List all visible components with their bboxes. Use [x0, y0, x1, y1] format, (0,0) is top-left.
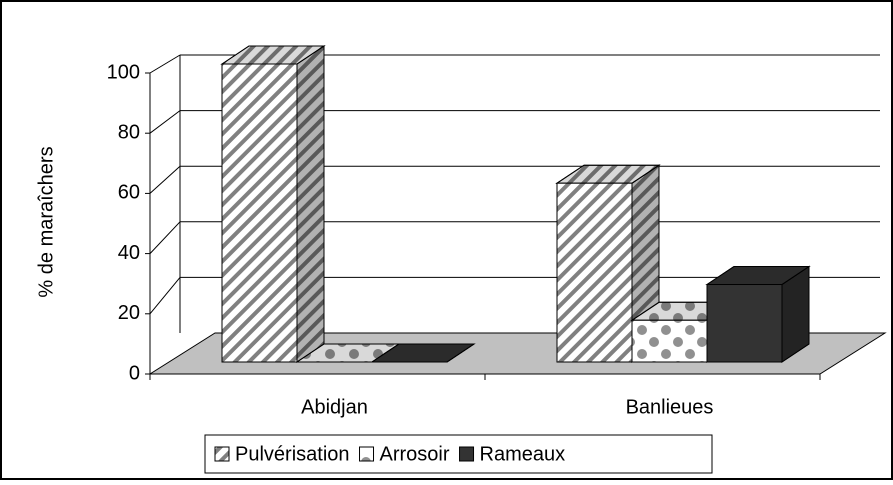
legend-swatch	[214, 446, 230, 462]
bar-front	[631, 319, 708, 363]
y-axis-label: % de maraîchers	[35, 146, 57, 297]
bar-top-shade	[370, 343, 476, 363]
y-tick-label: 40	[118, 242, 140, 264]
legend-swatch	[359, 446, 375, 462]
grid-line	[149, 165, 181, 194]
grid-line	[149, 221, 181, 254]
bar	[295, 343, 401, 363]
bar-front	[706, 284, 783, 363]
legend-swatch	[459, 446, 475, 462]
grid-line	[149, 277, 181, 315]
y-tick-label: 20	[118, 302, 140, 324]
bar-front	[221, 63, 298, 363]
bar	[705, 265, 811, 363]
x-tick-label: Abidjan	[301, 396, 368, 418]
bar	[220, 45, 326, 363]
x-tick-label: Banlieues	[626, 396, 714, 418]
grid-line	[149, 110, 181, 134]
bar-side-shade	[296, 45, 325, 363]
bar-front	[556, 182, 633, 363]
y-tick-label: 0	[129, 362, 140, 384]
legend-label: Arrosoir	[380, 443, 450, 465]
y-tick-label: 100	[107, 61, 140, 83]
legend	[204, 434, 713, 474]
legend-label: Pulvérisation	[235, 443, 350, 465]
y-tick-label: 60	[118, 182, 140, 204]
y-tick-label: 80	[118, 121, 140, 143]
legend-label: Rameaux	[480, 443, 566, 465]
grid-line	[149, 54, 181, 74]
bar	[370, 343, 476, 363]
